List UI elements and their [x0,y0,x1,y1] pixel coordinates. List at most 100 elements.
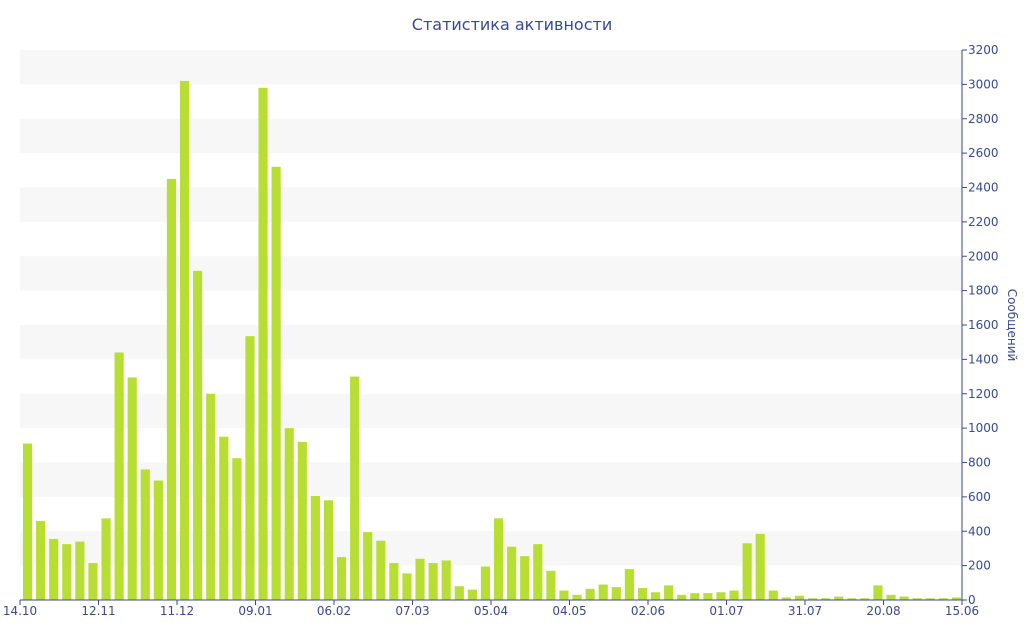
bar [271,166,281,600]
bar [729,590,739,600]
bar [258,87,268,600]
bar [507,546,517,600]
y-tick-label: 2000 [968,249,999,263]
bar [912,598,922,600]
bar [245,336,255,600]
bar [873,585,883,600]
bar [206,393,216,600]
x-tick-label: 14.10 [3,604,37,618]
bar [533,544,543,600]
bar [323,500,334,600]
bars-group [22,80,962,600]
bar [363,532,373,600]
bar [88,563,98,600]
bar [794,595,805,600]
y-ticks: 0 200 400 600 800 1000 1200 1400 1600 1800 2000 220… [962,43,999,607]
bar [336,557,347,600]
bar [428,563,438,600]
bar [140,469,150,600]
bar [36,520,46,600]
y-tick-label: 2200 [968,215,999,229]
x-tick-label: 12.11 [81,604,115,618]
bar [480,566,491,600]
grid-band [20,325,962,360]
bar [807,598,818,600]
bar [546,570,556,600]
grid-band [20,50,962,85]
x-tick-label: 06.02 [317,604,351,618]
bar [75,541,85,600]
bar [834,596,844,600]
y-tick-label: 1000 [968,421,999,435]
grid-band [20,462,962,497]
bar [611,587,621,600]
y-tick-label: 400 [968,524,991,538]
bar [664,585,674,600]
bar [637,587,648,600]
bar [376,540,386,600]
grid-bands [20,50,962,566]
y-axis-title: Сообщений [1005,289,1019,362]
bar [454,586,464,600]
y-tick-label: 3200 [968,43,999,57]
x-tick-label: 02.06 [631,604,665,618]
y-tick-label: 800 [968,456,991,470]
x-ticks: 14.10 12.11 11.12 09.01 06.02 07.03 05.04 04.05… [3,600,979,618]
bar [22,443,33,600]
y-tick-label: 1400 [968,352,999,366]
bar [938,598,948,600]
bar [62,544,72,600]
bar [925,598,935,600]
x-tick-label: 04.05 [552,604,586,618]
y-tick-label: 1800 [968,284,999,298]
bar [520,556,530,600]
y-tick-label: 2600 [968,146,999,160]
y-tick-label: 600 [968,490,991,504]
bar [951,597,962,600]
bar [467,589,477,600]
bar [114,352,124,600]
bar [677,594,687,600]
bar [703,593,713,600]
bar [389,563,399,600]
x-tick-label: 05.04 [474,604,508,618]
grid-band [20,531,962,566]
y-tick-label: 3000 [968,77,999,91]
bar [179,80,190,600]
x-tick-label: 31.07 [788,604,822,618]
bar [493,518,504,600]
bar [624,569,634,600]
bar [886,594,896,600]
bar [232,458,242,600]
bar [219,436,229,600]
y-tick-label: 0 [968,593,976,607]
y-tick-label: 1200 [968,387,999,401]
x-tick-label: 15.06 [945,604,979,618]
bar [441,560,451,600]
bar [716,592,726,600]
bar [193,270,203,600]
x-tick-label: 11.12 [160,604,194,618]
bar [166,178,177,600]
bar [572,594,582,600]
bar [598,584,608,600]
bar [781,597,791,600]
grid-band [20,256,962,291]
bar [860,598,870,600]
bar [310,496,320,600]
grid-band [20,118,962,154]
x-tick-label: 09.01 [238,604,272,618]
bar [899,596,909,600]
bar [821,598,831,600]
bar [350,376,360,600]
bar [768,590,778,600]
y-tick-label: 200 [968,559,991,573]
bar [402,573,412,600]
grid-band [20,187,962,222]
bar [297,441,307,600]
x-tick-label: 01.07 [709,604,743,618]
y-tick-label: 2800 [968,112,999,126]
x-tick-label: 07.03 [395,604,429,618]
bar [650,592,661,600]
